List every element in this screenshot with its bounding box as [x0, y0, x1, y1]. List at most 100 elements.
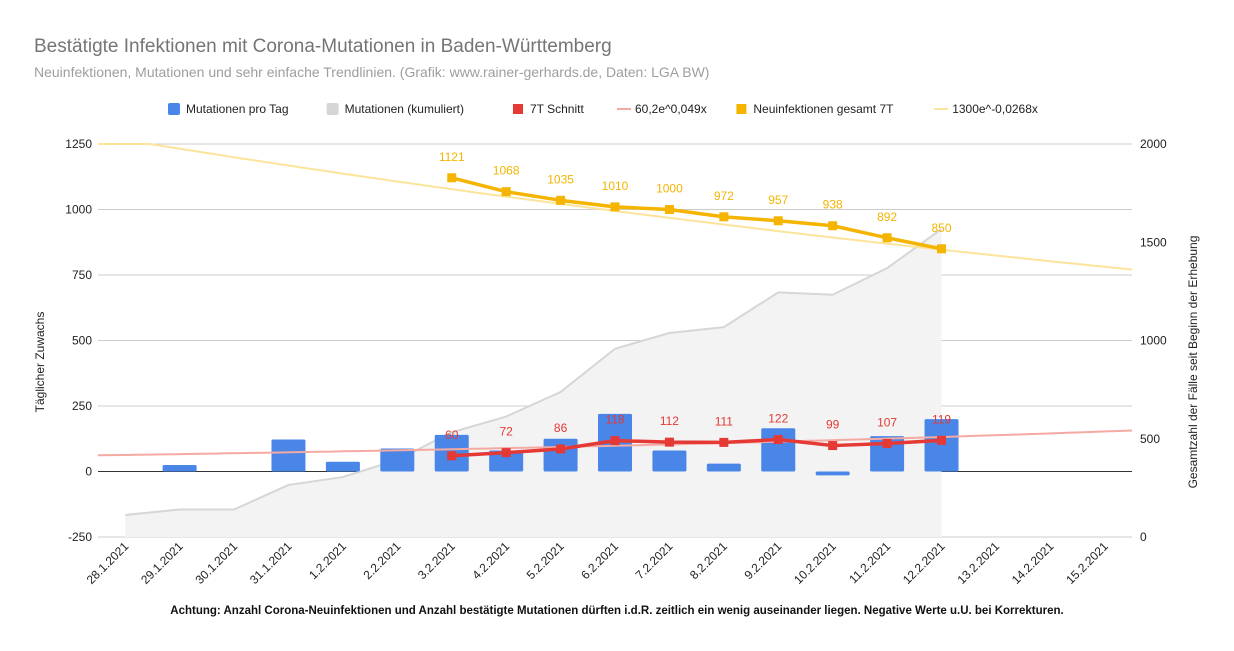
y2-tick-label: 0 — [1140, 530, 1147, 544]
bar — [162, 464, 197, 472]
y2-tick-label: 1000 — [1140, 334, 1167, 348]
chart-title: Bestätigte Infektionen mit Corona-Mutati… — [34, 36, 612, 57]
data-label: 119 — [932, 412, 951, 426]
data-label: 892 — [877, 210, 897, 224]
data-label: 122 — [768, 412, 788, 426]
data-label: 957 — [768, 193, 788, 207]
series-marker — [610, 436, 620, 446]
y2-axis-title: Gesamtzahl der Fälle seit Beginn der Erh… — [1186, 236, 1200, 489]
y-tick-label: -250 — [68, 530, 92, 544]
area-cumulative — [125, 228, 942, 537]
data-label: 1000 — [656, 182, 683, 196]
line-layer — [447, 173, 947, 461]
legend-label: 7T Schnitt — [530, 102, 584, 116]
y-tick-label: 1000 — [65, 203, 92, 217]
x-tick-label: 9.2.2021 — [741, 539, 784, 582]
data-label: 99 — [826, 418, 840, 432]
series-marker — [501, 187, 511, 197]
series-marker — [719, 212, 729, 222]
x-tick-label: 11.2.2021 — [846, 539, 893, 586]
data-label: 972 — [714, 189, 734, 203]
series-marker — [447, 451, 457, 461]
series-marker — [719, 437, 729, 447]
x-tick-label: 31.1.2021 — [247, 539, 295, 587]
y2-tick-label: 1500 — [1140, 235, 1167, 249]
data-label: 1035 — [547, 172, 574, 186]
series-marker — [773, 216, 783, 226]
series-marker — [501, 448, 511, 458]
data-label: 112 — [660, 414, 679, 428]
label-layer: 60 72 86 118 112 111 122 99 107 119 1121 1068 1035 10… — [439, 150, 952, 442]
y-tick-label: 500 — [72, 334, 92, 348]
series-line — [451, 176, 942, 251]
data-label: 118 — [605, 413, 624, 427]
bar — [543, 438, 578, 472]
data-label: 111 — [715, 414, 734, 428]
data-label: 850 — [932, 221, 952, 235]
series-marker — [828, 221, 838, 231]
bar — [325, 461, 360, 472]
bar — [652, 450, 687, 472]
data-label: 86 — [554, 421, 568, 435]
series-marker — [664, 437, 674, 447]
x-tick-label: 7.2.2021 — [633, 539, 676, 582]
x-tick-label: 29.1.2021 — [138, 539, 186, 587]
area-layer — [125, 228, 943, 537]
series-marker — [828, 441, 838, 451]
x-tick-label: 5.2.2021 — [524, 539, 567, 582]
x-tick-label: 3.2.2021 — [415, 539, 458, 582]
x-tick-label: 28.1.2021 — [84, 539, 132, 587]
x-tick-label: 15.2.2021 — [1063, 539, 1111, 587]
legend-swatch — [326, 103, 339, 115]
legend-swatch — [736, 104, 747, 114]
series-marker — [556, 444, 566, 454]
series-marker — [937, 244, 947, 254]
legend-swatch — [513, 104, 523, 114]
x-tick-label: 14.2.2021 — [1009, 539, 1057, 587]
x-tick-label: 30.1.2021 — [193, 539, 241, 587]
y-axis-title: Täglicher Zuwachs — [33, 312, 47, 413]
x-tick-label: 4.2.2021 — [469, 539, 512, 582]
bar — [489, 450, 524, 472]
bar — [706, 463, 741, 472]
x-tick-label: 10.2.2021 — [791, 539, 839, 587]
x-tick-label: 13.2.2021 — [954, 539, 1002, 587]
x-tick-label: 6.2.2021 — [578, 539, 621, 582]
x-tick-label: 2.2.2021 — [361, 539, 404, 582]
legend-label: Neuinfektionen gesamt 7T — [753, 102, 894, 116]
y-tick-label: 750 — [72, 268, 92, 282]
legend: Mutationen pro Tag Mutationen (kumuliert)… — [168, 102, 1038, 116]
legend-label: Mutationen pro Tag — [186, 102, 289, 116]
data-label: 72 — [499, 425, 513, 439]
area-cumulative-line — [125, 228, 943, 516]
bar-layer — [162, 413, 959, 476]
y-tick-label: 0 — [85, 465, 92, 479]
x-tick-label: 1.2.2021 — [306, 539, 349, 582]
series-marker — [664, 205, 674, 214]
series-marker — [882, 438, 892, 448]
data-label: 107 — [877, 415, 897, 429]
legend-swatch — [168, 103, 180, 115]
data-label: 60 — [445, 428, 459, 442]
series-marker — [773, 435, 783, 445]
data-label: 1121 — [439, 150, 465, 164]
y2-tick-label: 2000 — [1140, 137, 1167, 151]
series-line — [451, 437, 942, 458]
bar — [924, 419, 959, 472]
chart-subtitle: Neuinfektionen, Mutationen und sehr einf… — [34, 64, 709, 80]
footnote: Achtung: Anzahl Corona-Neuinfektionen un… — [170, 605, 1063, 617]
legend-label: Mutationen (kumuliert) — [345, 102, 464, 116]
bar — [271, 439, 306, 472]
data-label: 938 — [823, 198, 843, 212]
series-marker — [610, 202, 620, 212]
y-tick-label: 1250 — [65, 137, 92, 151]
legend-label: 1300e^-0,0268x — [952, 102, 1038, 116]
y-tick-label: 250 — [72, 399, 92, 413]
trendline — [97, 429, 1133, 457]
series-marker — [556, 195, 566, 205]
x-tick-label: 12.2.2021 — [900, 539, 948, 587]
series-marker — [447, 173, 457, 183]
data-label: 1068 — [493, 164, 520, 178]
x-tick-label: 8.2.2021 — [687, 539, 730, 582]
